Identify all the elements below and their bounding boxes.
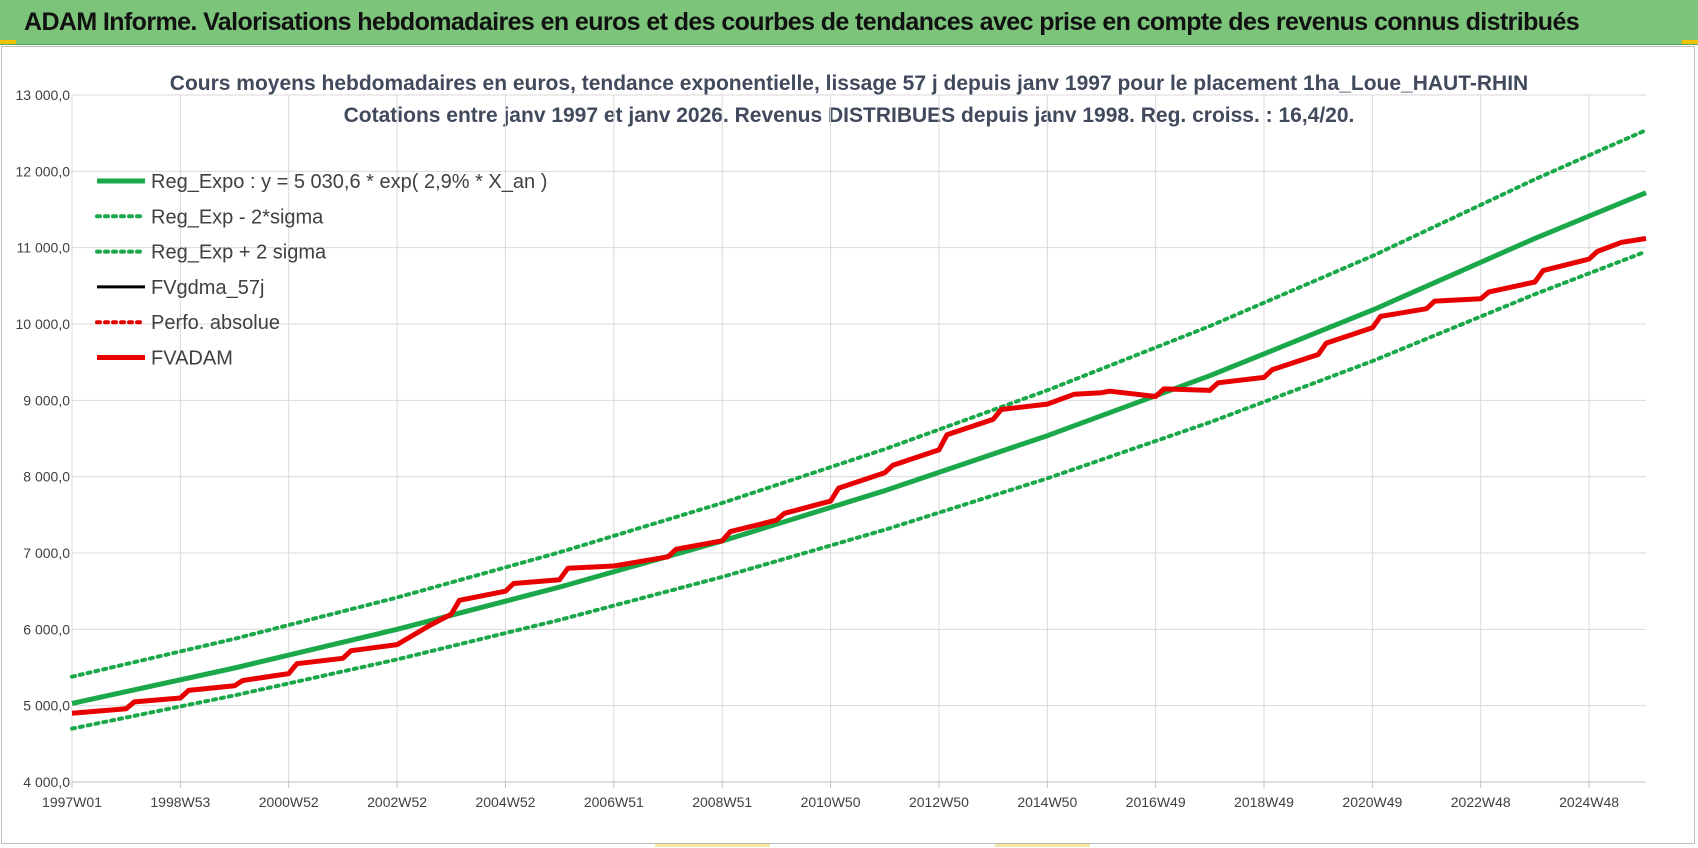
- x-tick-label: 2002W52: [367, 794, 427, 810]
- y-tick-label: 7 000,0: [23, 545, 70, 561]
- y-tick-label: 11 000,0: [17, 240, 71, 256]
- series-line-5: [71, 236, 1647, 716]
- x-tick-label: 2022W48: [1451, 794, 1511, 810]
- corner-marker: [1682, 40, 1698, 44]
- x-tick-label: 2000W52: [259, 794, 319, 810]
- y-tick-label: 6 000,0: [23, 621, 70, 637]
- bottom-marker: [995, 844, 1090, 847]
- chart-frame: [1, 46, 1695, 844]
- legend-label: Reg_Expo : y = 5 030,6 * exp( 2,9% * X_a…: [151, 171, 547, 193]
- x-tick-label: 2006W51: [584, 794, 644, 810]
- y-tick-label: 12 000,0: [16, 163, 71, 179]
- x-tick-label: 1997W01: [42, 794, 102, 810]
- legend-label: Reg_Exp + 2 sigma: [151, 242, 327, 264]
- x-tick-label: 2004W52: [475, 794, 535, 810]
- series-line-1: [70, 249, 1648, 731]
- report-banner: ADAM Informe. Valorisations hebdomadaire…: [0, 0, 1698, 45]
- chart-title-line2: Cotations entre janv 1997 et janv 2026. …: [344, 104, 1355, 127]
- x-tick-label: 2016W49: [1126, 794, 1186, 810]
- legend-label: Perfo. absolue: [151, 312, 280, 334]
- x-tick-label: 2014W50: [1017, 794, 1077, 810]
- series-line-2: [70, 128, 1648, 679]
- corner-marker: [0, 40, 16, 44]
- legend-label: FVgdma_57j: [151, 277, 264, 299]
- y-tick-label: 4 000,0: [23, 774, 70, 790]
- x-tick-label: 2010W50: [801, 794, 861, 810]
- x-tick-label: 2020W49: [1342, 794, 1402, 810]
- series-line-0: [71, 190, 1647, 706]
- x-tick-label: 1998W53: [150, 794, 210, 810]
- y-tick-label: 13 000,0: [16, 87, 71, 103]
- report-title: ADAM Informe. Valorisations hebdomadaire…: [24, 8, 1580, 36]
- y-tick-label: 5 000,0: [23, 698, 70, 714]
- legend-label: FVADAM: [151, 348, 233, 370]
- y-tick-label: 8 000,0: [23, 469, 70, 485]
- legend-label: Reg_Exp - 2*sigma: [151, 206, 324, 228]
- x-tick-label: 2008W51: [692, 794, 752, 810]
- x-tick-label: 2012W50: [909, 794, 969, 810]
- x-tick-label: 2018W49: [1234, 794, 1294, 810]
- bottom-marker: [655, 844, 770, 847]
- y-tick-label: 10 000,0: [16, 316, 71, 332]
- y-tick-label: 9 000,0: [23, 392, 70, 408]
- chart-title-line1: Cours moyens hebdomadaires en euros, ten…: [170, 72, 1528, 95]
- x-tick-label: 2024W48: [1559, 794, 1619, 810]
